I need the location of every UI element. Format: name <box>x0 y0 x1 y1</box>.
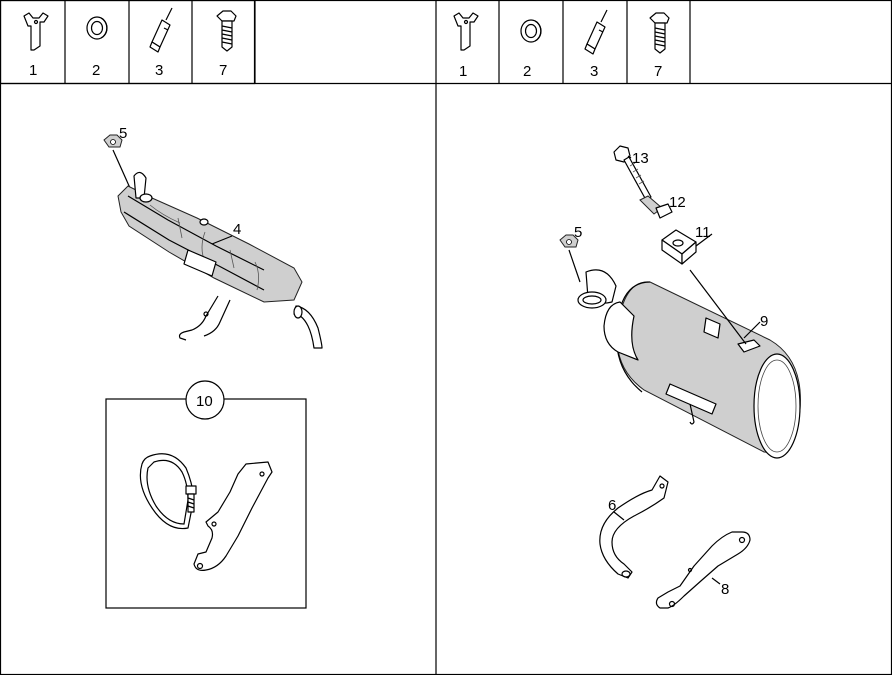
callout-label: 12 <box>669 194 686 211</box>
ring-icon <box>86 16 108 40</box>
legend-number: 1 <box>29 62 37 79</box>
bolt-icon <box>649 12 670 54</box>
legend-number: 3 <box>590 63 598 80</box>
callout-label: 6 <box>608 497 616 514</box>
right-legend: 1 2 3 7 <box>436 0 891 85</box>
bolt-icon <box>216 10 237 52</box>
silencer-drawing <box>577 269 801 459</box>
legend-number: 3 <box>155 62 163 79</box>
sleeve-icon <box>149 7 173 53</box>
legend-number: 2 <box>523 63 531 80</box>
muffler-drawing <box>117 171 323 349</box>
bracket-icon <box>453 12 479 51</box>
bracket-icon <box>23 12 49 51</box>
rubber-mount-drawing <box>661 229 713 265</box>
legend-number: 1 <box>459 63 467 80</box>
small-clamp-drawing <box>639 195 673 219</box>
long-bolt-drawing <box>613 145 652 201</box>
bracket-six-drawing <box>599 475 669 579</box>
legend-number: 2 <box>92 62 100 79</box>
callout-label: 13 <box>632 150 649 167</box>
callout-label: 11 <box>695 224 711 241</box>
kit-box <box>105 380 307 609</box>
callout-label: 5 <box>119 125 127 142</box>
ring-icon <box>520 19 542 43</box>
nut-drawing <box>559 234 579 248</box>
sleeve-icon <box>584 9 608 55</box>
callout-label: 5 <box>574 224 582 241</box>
bracket-eight-drawing <box>655 531 751 609</box>
left-legend: 1 2 3 7 <box>0 0 436 85</box>
callout-label: 4 <box>233 221 241 238</box>
legend-number: 7 <box>654 63 662 80</box>
kit-bracket-drawing <box>193 461 273 571</box>
callout-label: 9 <box>760 313 768 330</box>
kit-clamp-drawing <box>139 453 197 530</box>
nut-drawing <box>103 134 123 148</box>
kit-label: 10 <box>196 393 213 410</box>
callout-label: 8 <box>721 581 729 598</box>
legend-number: 7 <box>219 62 227 79</box>
